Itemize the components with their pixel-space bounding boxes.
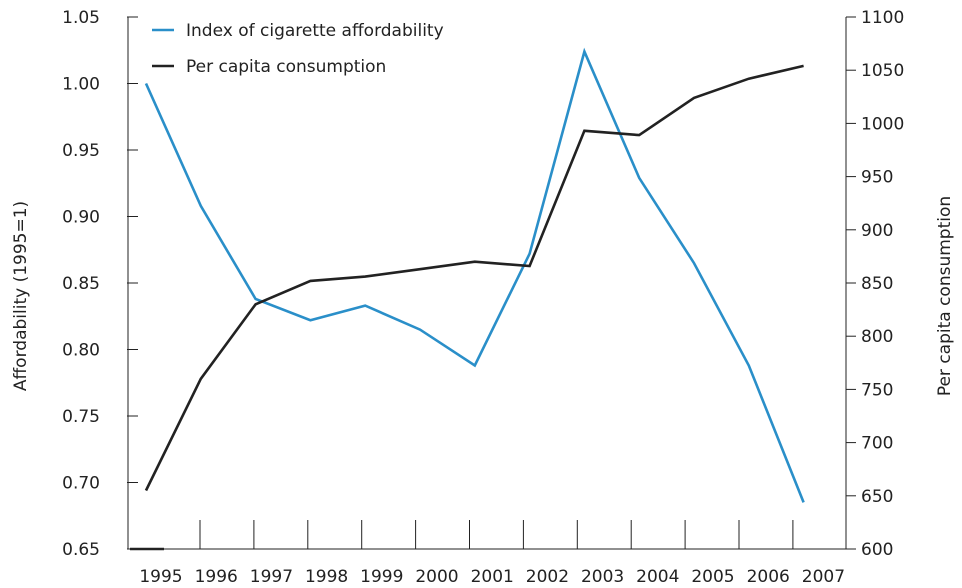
right-tick-label: 650: [861, 487, 893, 507]
right-tick-label: 700: [861, 434, 893, 454]
left-tick-label: 0.70: [62, 474, 100, 494]
left-tick-label: 0.80: [62, 341, 100, 361]
affordability-line: [144, 47, 805, 503]
left-tick-label: 0.85: [62, 274, 100, 294]
left-tick-label: 0.95: [62, 141, 100, 161]
right-tick-label: 1000: [861, 114, 904, 134]
x-tick-label: 2006: [747, 567, 790, 587]
right-tick-label: 800: [861, 327, 893, 347]
right-y-axis: 600 650 700 750 800 850 900 950 1000 1050 1100: [845, 8, 904, 560]
right-tick-label: 1050: [861, 61, 904, 81]
right-axis-title: Per capita consumption: [935, 196, 955, 396]
x-tick-label: 2003: [581, 567, 624, 587]
right-tick-label: 750: [861, 380, 893, 400]
x-tick-label: 2005: [691, 567, 734, 587]
right-tick-label: 600: [861, 540, 893, 560]
right-tick-label: 950: [861, 168, 893, 188]
legend-label: Index of cigarette affordability: [186, 21, 444, 41]
left-tick-label: 0.65: [62, 540, 100, 560]
x-tick-label: 2001: [471, 567, 514, 587]
x-tick-label: 2000: [415, 567, 458, 587]
left-tick-label: 0.90: [62, 208, 100, 228]
left-axis-title: Affordability (1995=1): [11, 201, 31, 391]
x-axis: 1995 1996 1997 1998 1999 2000 2001 2002 2003 2004…: [128, 520, 846, 587]
x-tick-label: 1995: [139, 567, 182, 587]
x-tick-label: 1998: [305, 567, 348, 587]
left-tick-label: 1.05: [62, 8, 100, 28]
left-tick-label: 0.75: [62, 407, 100, 427]
x-tick-label: 2002: [526, 567, 569, 587]
right-tick-label: 900: [861, 221, 893, 241]
x-tick-label: 1999: [360, 567, 403, 587]
right-tick-label: 1100: [861, 8, 904, 28]
left-y-axis: 0.65 0.70 0.75 0.80 0.85 0.90 0.95 1.00 1.05: [62, 8, 138, 560]
left-tick-label: 1.00: [62, 75, 100, 95]
legend: Index of cigarette affordability Per capi…: [152, 21, 444, 77]
x-tick-label: 2007: [802, 567, 845, 587]
x-tick-label: 2004: [636, 567, 679, 587]
legend-label: Per capita consumption: [186, 57, 386, 77]
x-tick-label: 1996: [195, 567, 238, 587]
right-tick-label: 850: [861, 274, 893, 294]
x-tick-label: 1997: [250, 567, 293, 587]
series-layer: [144, 47, 805, 503]
